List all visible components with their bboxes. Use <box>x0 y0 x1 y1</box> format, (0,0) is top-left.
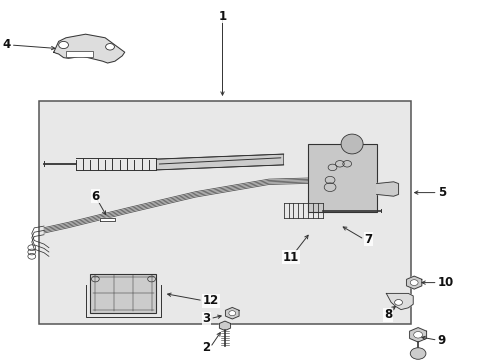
Bar <box>66 51 93 57</box>
Bar <box>307 144 376 212</box>
Circle shape <box>59 41 68 49</box>
Polygon shape <box>219 321 230 330</box>
Circle shape <box>394 300 402 305</box>
Bar <box>39 101 410 324</box>
Polygon shape <box>100 218 115 221</box>
Text: 3: 3 <box>202 312 210 325</box>
Text: 10: 10 <box>437 276 453 289</box>
Polygon shape <box>406 276 421 289</box>
Text: 1: 1 <box>218 10 226 23</box>
Polygon shape <box>386 293 412 310</box>
Text: 6: 6 <box>91 190 99 203</box>
Text: 2: 2 <box>202 341 210 354</box>
Text: 5: 5 <box>437 186 445 199</box>
Bar <box>90 274 156 313</box>
Circle shape <box>409 280 417 285</box>
Polygon shape <box>54 34 124 63</box>
Circle shape <box>228 311 235 316</box>
Circle shape <box>413 332 422 338</box>
FancyArrowPatch shape <box>159 158 280 164</box>
Text: 7: 7 <box>364 233 372 246</box>
Ellipse shape <box>340 134 362 154</box>
Circle shape <box>409 348 425 359</box>
Polygon shape <box>409 328 426 342</box>
Polygon shape <box>376 182 398 196</box>
Text: 12: 12 <box>203 294 219 307</box>
Text: 11: 11 <box>282 251 299 264</box>
Text: 8: 8 <box>383 309 391 321</box>
Circle shape <box>105 44 114 50</box>
Polygon shape <box>225 307 239 319</box>
Text: 9: 9 <box>437 334 445 347</box>
Polygon shape <box>156 154 283 170</box>
Text: 4: 4 <box>2 39 11 51</box>
